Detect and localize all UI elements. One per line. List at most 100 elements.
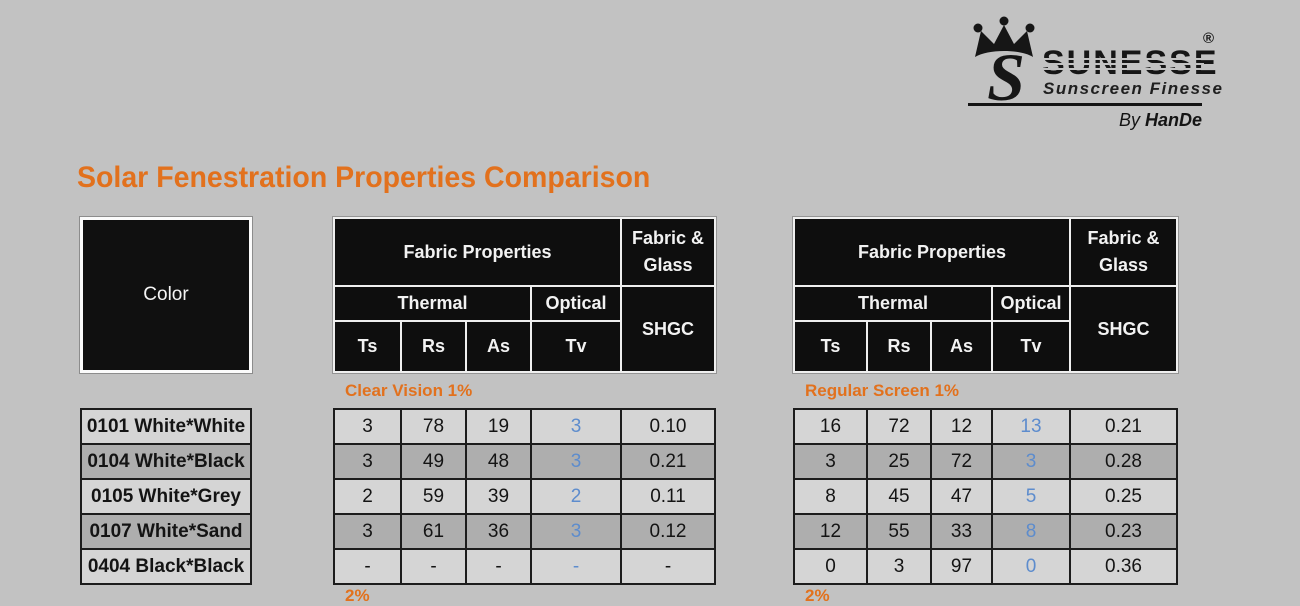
- color-column: Color 0101 White*White 0104 White*Black 01…: [79, 216, 253, 585]
- table-cell: 0.12: [622, 515, 714, 548]
- page-title: Solar Fenestration Properties Comparison: [77, 161, 651, 195]
- fabric-glass-line2: Glass: [1098, 255, 1149, 275]
- brand-byline: By HanDe: [968, 110, 1202, 131]
- table-cell: 36: [467, 515, 530, 548]
- clear-vision-panel: Fabric Properties Fabric & Glass Thermal…: [332, 216, 717, 606]
- table-cell: 0.21: [622, 445, 714, 478]
- color-list-item: 0105 White*Grey: [82, 480, 250, 513]
- logo-divider: [968, 103, 1202, 106]
- table-cell: 5: [993, 480, 1069, 513]
- table-cell: 19: [467, 410, 530, 443]
- as-column-header: As: [467, 322, 530, 371]
- table-cell: 2: [335, 480, 400, 513]
- brand-stripe: [1040, 63, 1204, 65]
- table-cell: 8: [993, 515, 1069, 548]
- optical-header: Optical: [532, 287, 620, 320]
- as-column-header: As: [932, 322, 991, 371]
- table-cell: 49: [402, 445, 465, 478]
- next-section-label-partial: 2%: [345, 586, 370, 605]
- table-cell: -: [622, 550, 714, 583]
- table-cell: 72: [932, 445, 991, 478]
- table-cell: 12: [932, 410, 991, 443]
- table-cell: -: [532, 550, 620, 583]
- table-cell: 3: [993, 445, 1069, 478]
- table-cell: 55: [868, 515, 930, 548]
- table-cell: 3: [532, 410, 620, 443]
- table-cell: 3: [795, 445, 866, 478]
- thermal-header: Thermal: [795, 287, 991, 320]
- table-cell: 45: [868, 480, 930, 513]
- rs-column-header: Rs: [402, 322, 465, 371]
- rs-column-header: Rs: [868, 322, 930, 371]
- tv-column-header: Tv: [532, 322, 620, 371]
- table-cell: 0.23: [1071, 515, 1176, 548]
- fabric-properties-header: Fabric Properties: [795, 219, 1069, 285]
- table-cell: 16: [795, 410, 866, 443]
- clear-vision-data-table: 3 78 19 3 0.10 3 49 48 3 0.21 2 59 39 2 0.11 3 61 36 3 0.12…: [333, 408, 716, 585]
- thermal-header: Thermal: [335, 287, 530, 320]
- fabric-glass-line2: Glass: [643, 255, 693, 275]
- table-cell: 2: [532, 480, 620, 513]
- color-list-item: 0104 White*Black: [82, 445, 250, 478]
- svg-text:S: S: [987, 39, 1025, 106]
- table-cell: 0: [993, 550, 1069, 583]
- table-cell: 39: [467, 480, 530, 513]
- properties-header-table: Fabric Properties Fabric & Glass Thermal…: [792, 216, 1179, 374]
- byline-name: HanDe: [1144, 110, 1202, 130]
- table-cell: -: [335, 550, 400, 583]
- fabric-glass-line1: Fabric &: [1087, 228, 1160, 248]
- table-cell: 0.21: [1071, 410, 1176, 443]
- byline-prefix: By: [1118, 110, 1140, 130]
- brand-stripe: [1040, 58, 1204, 60]
- table-cell: 13: [993, 410, 1069, 443]
- table-cell: 0.11: [622, 480, 714, 513]
- table-cell: 61: [402, 515, 465, 548]
- regular-screen-panel: Fabric Properties Fabric & Glass Thermal…: [792, 216, 1179, 606]
- table-cell: 3: [335, 445, 400, 478]
- table-cell: 0.25: [1071, 480, 1176, 513]
- next-section-label-partial: 2%: [805, 586, 830, 605]
- optical-header: Optical: [993, 287, 1069, 320]
- table-cell: 25: [868, 445, 930, 478]
- table-cell: 33: [932, 515, 991, 548]
- fabric-glass-header: Fabric & Glass: [622, 219, 714, 285]
- table-cell: 0.10: [622, 410, 714, 443]
- color-list-item: 0101 White*White: [82, 410, 250, 443]
- registered-trademark-icon: ®: [1203, 30, 1215, 47]
- color-column-header: Color: [79, 216, 253, 374]
- table-cell: 12: [795, 515, 866, 548]
- table-cell: 97: [932, 550, 991, 583]
- section-label: Regular Screen 1%: [805, 380, 960, 400]
- table-cell: 3: [335, 515, 400, 548]
- shgc-header: SHGC: [622, 287, 714, 371]
- table-cell: 59: [402, 480, 465, 513]
- fabric-glass-header: Fabric & Glass: [1071, 219, 1176, 285]
- table-cell: -: [402, 550, 465, 583]
- ts-column-header: Ts: [335, 322, 400, 371]
- table-cell: -: [467, 550, 530, 583]
- table-cell: 8: [795, 480, 866, 513]
- brand-tagline: Sunscreen Finesse: [1043, 79, 1224, 98]
- regular-screen-data-table: 16 72 12 13 0.21 3 25 72 3 0.28 8 45 47 5 0.25 12 55 33 8 0…: [793, 408, 1178, 585]
- table-cell: 3: [335, 410, 400, 443]
- ts-column-header: Ts: [795, 322, 866, 371]
- table-cell: 78: [402, 410, 465, 443]
- table-cell: 0.28: [1071, 445, 1176, 478]
- tv-column-header: Tv: [993, 322, 1069, 371]
- table-cell: 3: [532, 445, 620, 478]
- table-cell: 48: [467, 445, 530, 478]
- table-cell: 72: [868, 410, 930, 443]
- properties-header-table: Fabric Properties Fabric & Glass Thermal…: [332, 216, 717, 374]
- color-list-item: 0107 White*Sand: [82, 515, 250, 548]
- table-cell: 0.36: [1071, 550, 1176, 583]
- fabric-glass-line1: Fabric &: [631, 228, 705, 248]
- color-list: 0101 White*White 0104 White*Black 0105 Whi…: [80, 408, 252, 585]
- crown-s-logo-icon: S: [973, 16, 1035, 106]
- spacer: [80, 373, 252, 408]
- table-cell: 3: [532, 515, 620, 548]
- table-cell: 3: [868, 550, 930, 583]
- color-list-item: 0404 Black*Black: [82, 550, 250, 583]
- shgc-header: SHGC: [1071, 287, 1176, 371]
- table-cell: 0: [795, 550, 866, 583]
